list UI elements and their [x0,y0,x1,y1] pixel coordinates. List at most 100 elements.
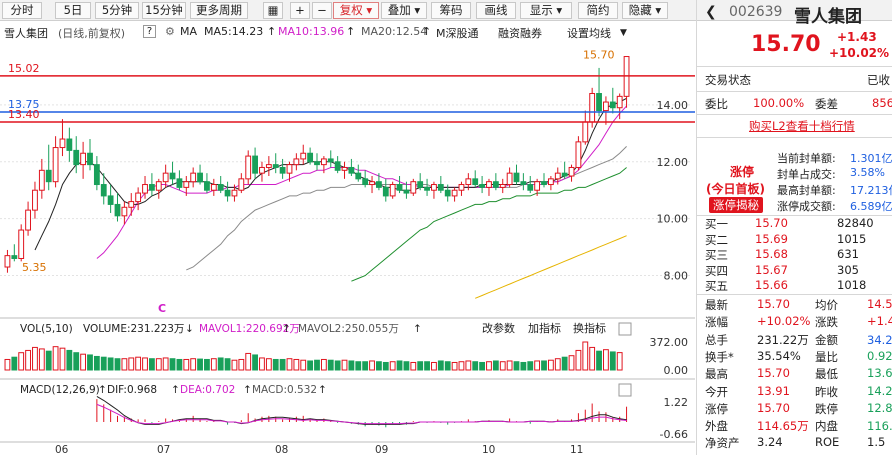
dropdown-icon[interactable]: ▼ [620,28,627,38]
candle-body [437,184,444,191]
macd-value: MACD:0.532 [252,384,317,396]
candle-body [155,181,162,191]
macd-close-icon[interactable] [618,383,632,397]
tab-1[interactable]: 5日 [55,2,91,19]
candle-body [259,166,265,174]
candle-body [52,147,59,183]
dea-line [96,403,627,425]
candle-body [424,186,430,191]
volume-bar [444,361,451,371]
vol-close-icon[interactable] [618,322,632,336]
vol-button-2[interactable]: 换指标 [573,321,606,335]
limit-info-value: 17.213亿 [850,184,892,197]
ma20-arrow: ↑ [422,25,432,38]
quote-label: ROE [815,435,840,450]
macd-arrow4: ↑ [318,384,327,396]
tab-2[interactable]: 5分钟 [95,2,139,19]
tab-4[interactable]: 更多周期 [190,2,248,19]
volume-bar [107,357,114,371]
wc-value: 8564 [872,96,892,110]
candle-body [279,166,286,174]
quote-value: 12.84 [867,400,892,415]
volume-bar [341,359,348,371]
tab-10[interactable]: 简约 [578,2,618,19]
minus-icon[interactable]: − [312,2,332,19]
ma10-line [96,105,627,259]
margin-button[interactable]: 融资融券 [498,27,542,40]
tab-3[interactable]: 15分钟 [142,2,186,19]
level-label: 13.40 [8,108,40,121]
mavol1-value: MAVOL1:220.692万 [199,323,300,335]
quote-value: 1.5 [867,435,886,450]
candle-body [382,186,389,197]
ma-settings-button[interactable]: 设置均线 [567,27,611,40]
candle-body [609,101,616,109]
tab-9[interactable]: 显示 ▾ [520,2,572,19]
quote-label: 总手 [705,332,728,347]
candle-body [231,189,238,197]
candle-body [465,178,472,186]
candle-body [25,209,31,231]
collapse-icon[interactable]: ❮ [705,4,717,20]
stock-code: 002639 [729,4,783,20]
tab-8[interactable]: 画线 [476,2,516,19]
chart-marker: C [158,302,166,315]
price-change: +1.43 [837,30,877,44]
limit-up-reveal-button[interactable]: 涨停揭秘 [709,197,763,213]
quote-label: 内盘 [815,419,838,434]
kline-mode: (日线,前复权) [58,27,126,40]
candle-body [87,152,93,166]
quote-value: 13.91 [757,383,790,398]
quote-label: 最高 [705,367,728,382]
candle-body [541,181,547,186]
volume-bar [431,361,437,371]
volume-bar [437,360,444,371]
vol-button-0[interactable]: 改参数 [482,321,515,335]
quote-value: 0.92 [867,348,892,363]
limit-up-sub: (今日首板) [706,182,765,196]
volume-bar [568,355,575,371]
high-annotation: 15.70 [583,49,615,62]
tab-7[interactable]: 筹码 [431,2,471,19]
buy-volume: 305 [837,262,859,277]
macd-tick: 1.22 [664,396,689,409]
volume-bar [38,348,45,371]
quote-value: 3.24 [757,435,783,450]
volume-bar [265,358,272,371]
l2-link[interactable]: 购买L2查看十档行情 [749,119,855,133]
candle-body [320,158,327,166]
volume-bar [320,358,327,371]
candle-body [204,181,210,191]
volume-bar [25,349,31,371]
candle-body [492,181,499,188]
help-icon[interactable]: ? [143,25,156,38]
buy-price: 15.70 [755,216,788,230]
volume-bar [369,360,375,371]
volume-bar [286,358,293,371]
candle-body [417,181,424,188]
vol-button-1[interactable]: 加指标 [528,321,561,335]
tab-6[interactable]: 叠加 ▾ [381,2,427,19]
macd-arrow3: ↑ [243,384,252,396]
candle-body [486,181,492,188]
volume-bar [389,361,396,371]
hk-connect-button[interactable]: M深股通 [436,27,479,40]
plus-icon[interactable]: + [290,2,310,19]
quote-label: 最低 [815,367,838,382]
candle-body [513,172,520,183]
settings-icon[interactable]: ⚙ [165,25,175,38]
y-tick-label: 8.00 [664,270,689,283]
quote-label: 量比 [815,349,838,364]
volume-bar [259,357,265,371]
tab-5[interactable]: 复权 ▾ [333,2,379,19]
y-tick-label: 12.00 [657,156,689,169]
volume-bar [45,350,52,371]
volume-bar [169,358,176,371]
candle-body [183,181,190,188]
tab-0[interactable]: 分时 [2,2,42,19]
grid-icon[interactable]: ▦ [263,2,283,19]
candle-body [575,141,582,168]
quote-value: 231.22万 [757,332,809,347]
tab-11[interactable]: 隐藏 ▾ [622,2,668,19]
